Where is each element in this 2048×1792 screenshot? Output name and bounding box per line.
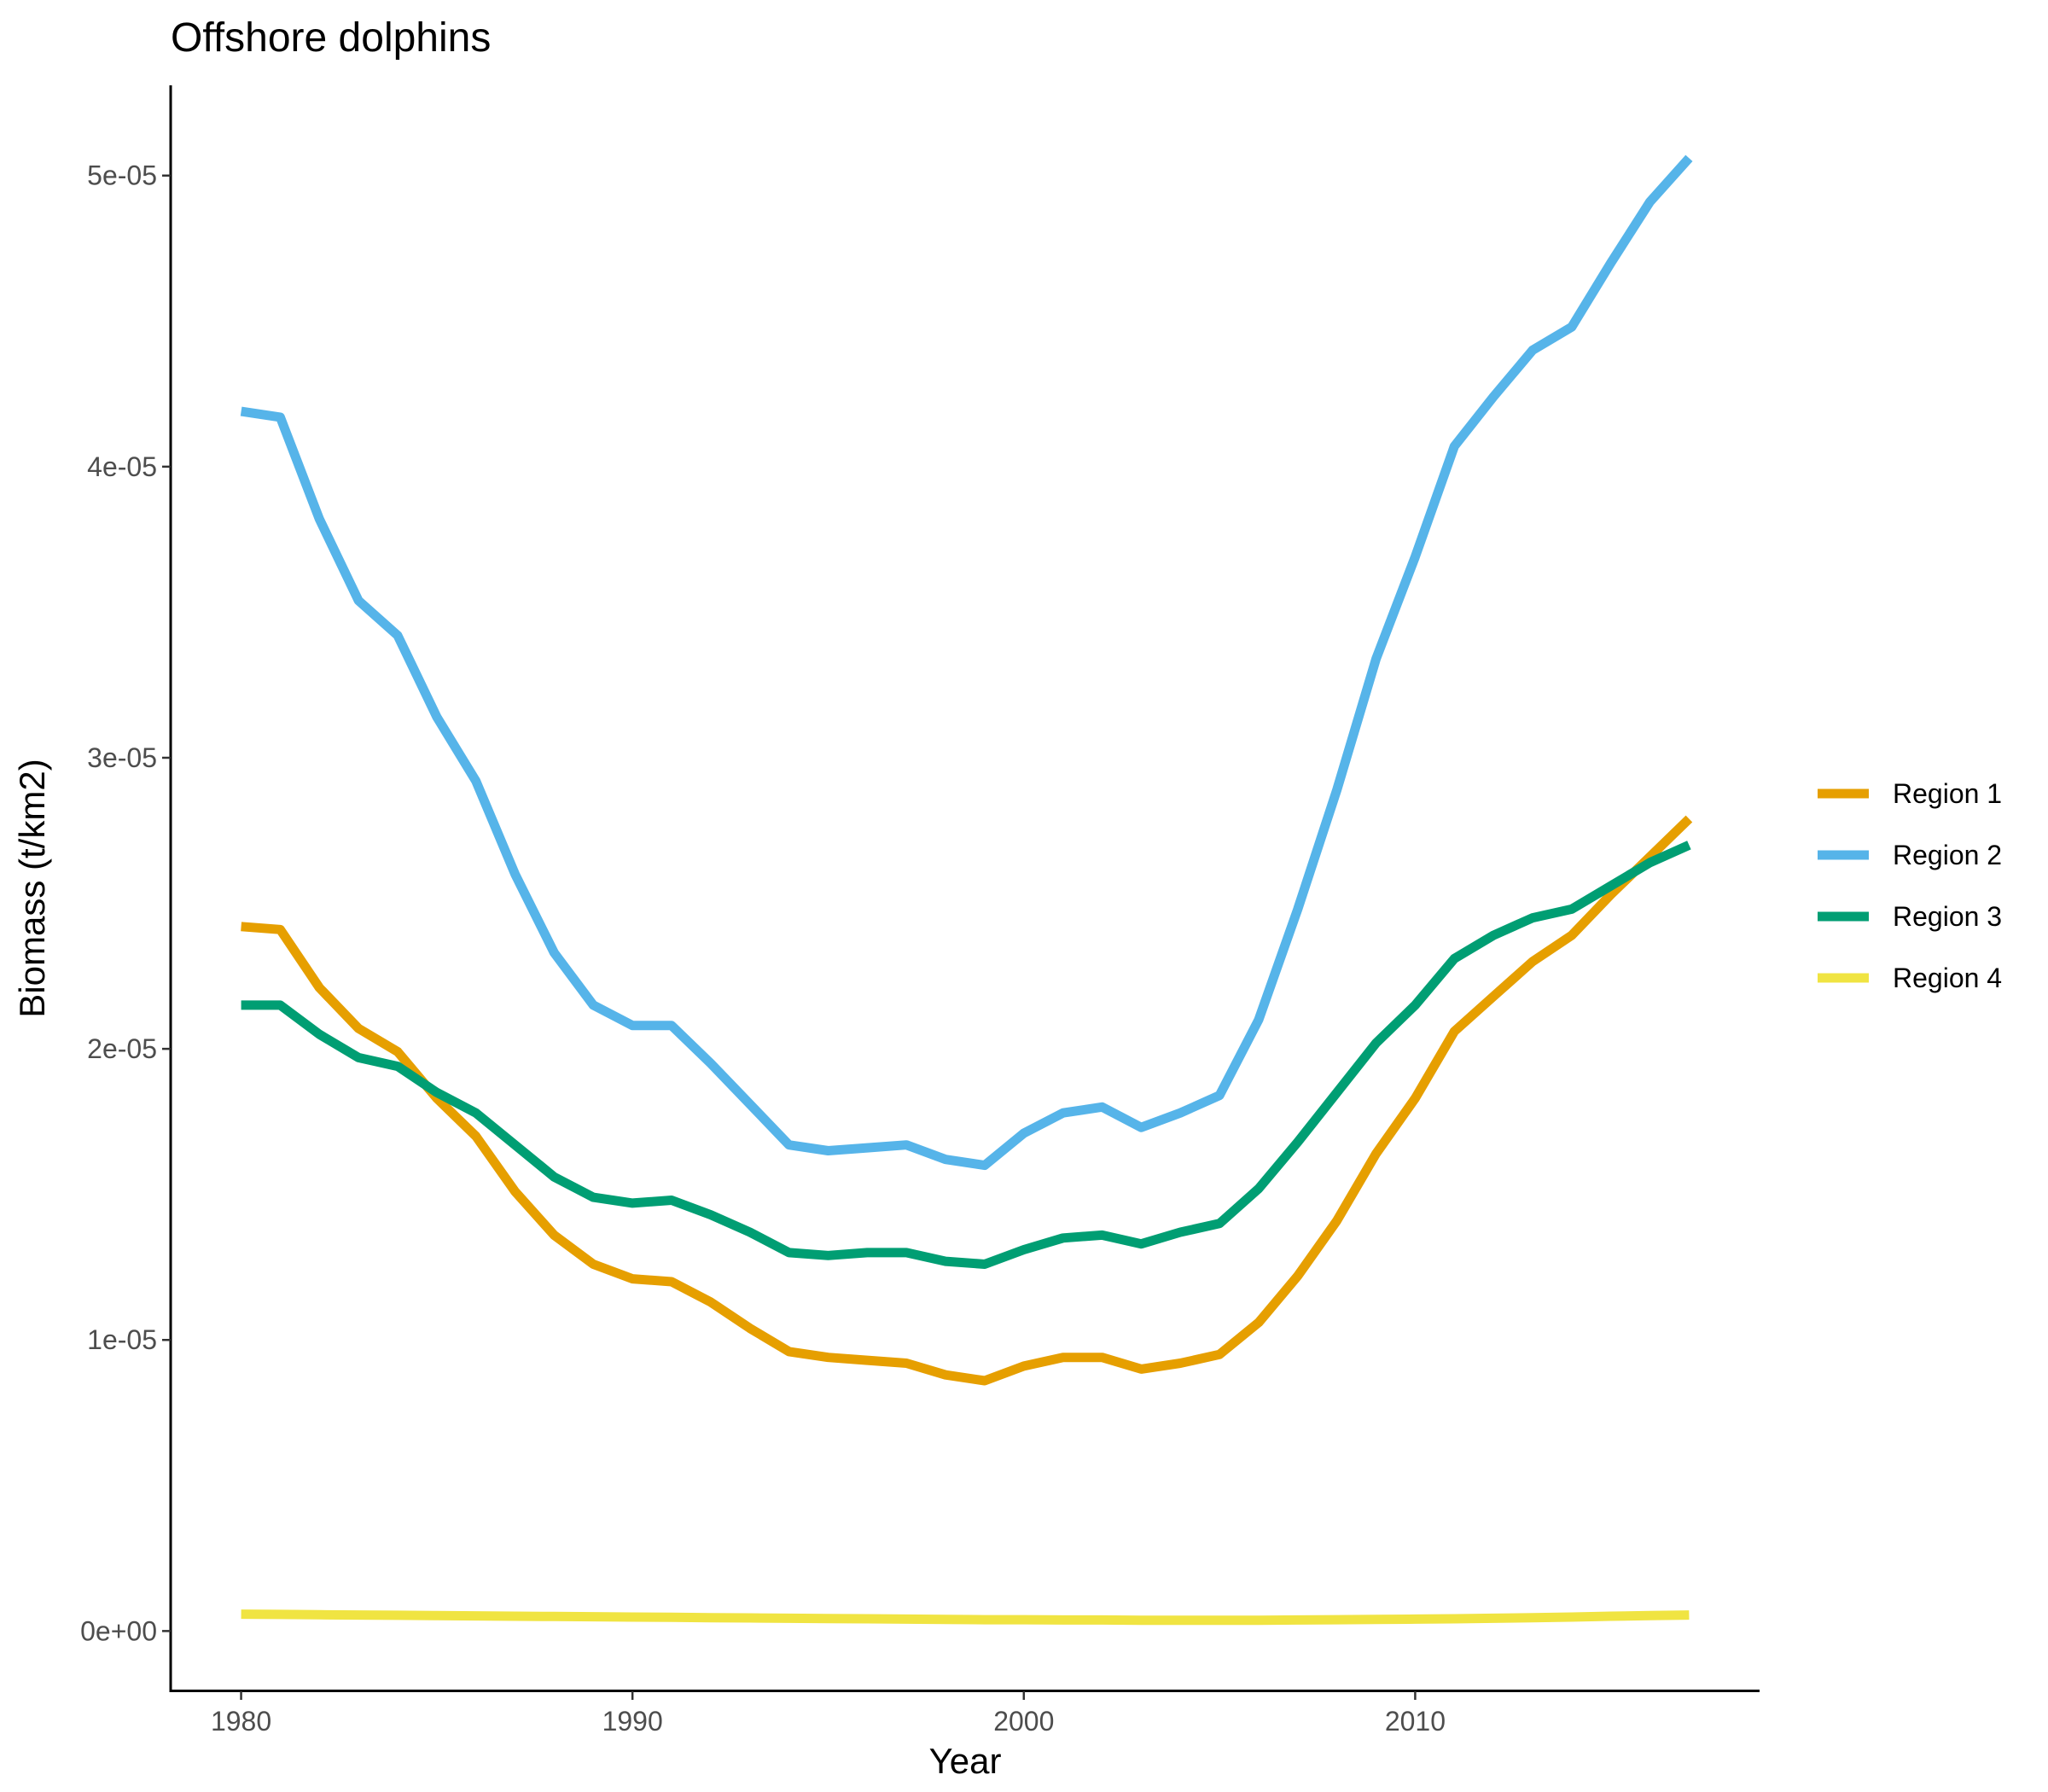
y-tick-label: 0e+00	[80, 1615, 157, 1646]
y-tick-label: 5e-05	[87, 160, 157, 191]
x-tick-label: 2000	[993, 1706, 1054, 1737]
x-axis-ticks: 1980 1990 2000 2010	[211, 1691, 1446, 1737]
y-tick-label: 4e-05	[87, 451, 157, 482]
series-line-region-1	[241, 815, 1693, 1386]
x-tick-label: 1990	[602, 1706, 663, 1737]
series-line-region-4	[241, 1609, 1690, 1626]
legend: Region 1 Region 2 Region 3 Region 4	[1818, 778, 2002, 993]
chart-title: Offshore dolphins	[171, 15, 491, 61]
y-axis-title: Biomass (t/km2)	[12, 759, 52, 1017]
x-tick-label: 1980	[211, 1706, 271, 1737]
legend-label-region-2: Region 2	[1893, 840, 2002, 870]
series-line-region-2	[240, 154, 1693, 1171]
y-axis-ticks: 0e+00 1e-05 2e-05 3e-05 4e-05 5e-05	[80, 160, 171, 1646]
series-layer	[240, 154, 1693, 1626]
y-tick-label: 3e-05	[87, 742, 157, 773]
y-tick-label: 2e-05	[87, 1033, 157, 1064]
legend-label-region-4: Region 4	[1893, 963, 2002, 993]
x-tick-label: 2010	[1385, 1706, 1446, 1737]
x-axis-title: Year	[929, 1741, 1002, 1781]
series-line-region-3	[241, 841, 1691, 1269]
y-tick-label: 1e-05	[87, 1324, 157, 1355]
legend-label-region-1: Region 1	[1893, 778, 2002, 809]
legend-label-region-3: Region 3	[1893, 901, 2002, 932]
